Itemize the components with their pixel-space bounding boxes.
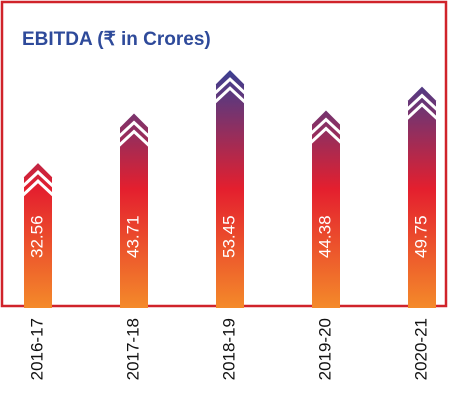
value-label: 43.71 xyxy=(123,215,142,258)
bar xyxy=(216,70,244,309)
value-label: 32.56 xyxy=(27,215,46,258)
x-tick-label: 2018-19 xyxy=(219,318,238,380)
chevron-gap xyxy=(213,77,247,95)
chevron-gap xyxy=(309,117,343,135)
x-tick-label: 2020-21 xyxy=(411,318,430,380)
x-tick-label: 2017-18 xyxy=(123,318,142,380)
value-label: 44.38 xyxy=(315,215,334,258)
x-tick-label: 2019-20 xyxy=(315,318,334,380)
bar xyxy=(24,163,52,308)
bar xyxy=(312,110,340,308)
x-tick-label: 2016-17 xyxy=(27,318,46,380)
bar xyxy=(408,86,436,308)
chevron-gap xyxy=(309,126,343,144)
chevron-gap xyxy=(405,93,439,111)
chevron-gap xyxy=(117,129,151,147)
chevron-gap xyxy=(405,102,439,120)
chart-title: EBITDA (₹ in Crores) xyxy=(22,29,211,50)
chevron-gap xyxy=(213,86,247,104)
value-label: 53.45 xyxy=(219,215,238,258)
value-label: 49.75 xyxy=(411,215,430,258)
chevron-gap xyxy=(21,170,55,188)
chevron-gap xyxy=(21,179,55,197)
chevron-gap xyxy=(117,120,151,138)
bar xyxy=(120,113,148,308)
